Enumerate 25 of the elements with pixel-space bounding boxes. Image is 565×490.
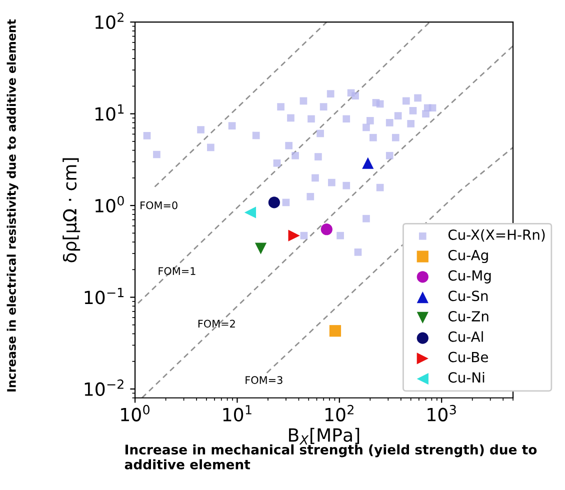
x-tick-label: 10$^{0}$ — [121, 404, 150, 422]
legend-label: Cu-Be — [448, 352, 488, 362]
y-tick-label: 10$^{−2}$ — [84, 379, 124, 396]
legend-label: Cu-Mg — [448, 270, 491, 284]
legend-label: Cu-Al — [448, 331, 483, 342]
legend-label: Cu-X(X=H-Rn) — [448, 229, 545, 242]
x-axis-title: B$_{X}$[MPa] — [289, 428, 360, 445]
x-tick-label: 10$^{1}$ — [223, 405, 252, 422]
series-label: FOM=2 — [198, 320, 235, 328]
series-label: FOM=3 — [246, 376, 282, 384]
legend-label: Cu-Zn — [448, 311, 488, 322]
series-label: FOM=1 — [158, 267, 196, 275]
legend-label: Cu-Ag — [448, 250, 488, 264]
y-tick-label: 10$^{2}$ — [96, 12, 124, 30]
text: Increase in electrical resistivity due to additive element — [6, 19, 18, 392]
legend-label: Cu-Sn — [448, 290, 488, 302]
y-tick-label: 10$^{1}$ — [96, 104, 124, 121]
y-tick-label: 10$^{0}$ — [96, 196, 124, 212]
series-label: FOM=0 — [140, 201, 178, 210]
y-tick-label: 10$^{−1}$ — [84, 288, 124, 304]
x-tick-label: 10$^{3}$ — [428, 404, 456, 422]
y-axis-title: δρ[μΩ · cm] — [62, 158, 80, 262]
legend-label: Cu-Ni — [448, 372, 484, 383]
text: Increase in mechanical strength (yield strength) due to additive element — [124, 444, 537, 470]
x-tick-label: 10$^{2}$ — [326, 404, 354, 422]
